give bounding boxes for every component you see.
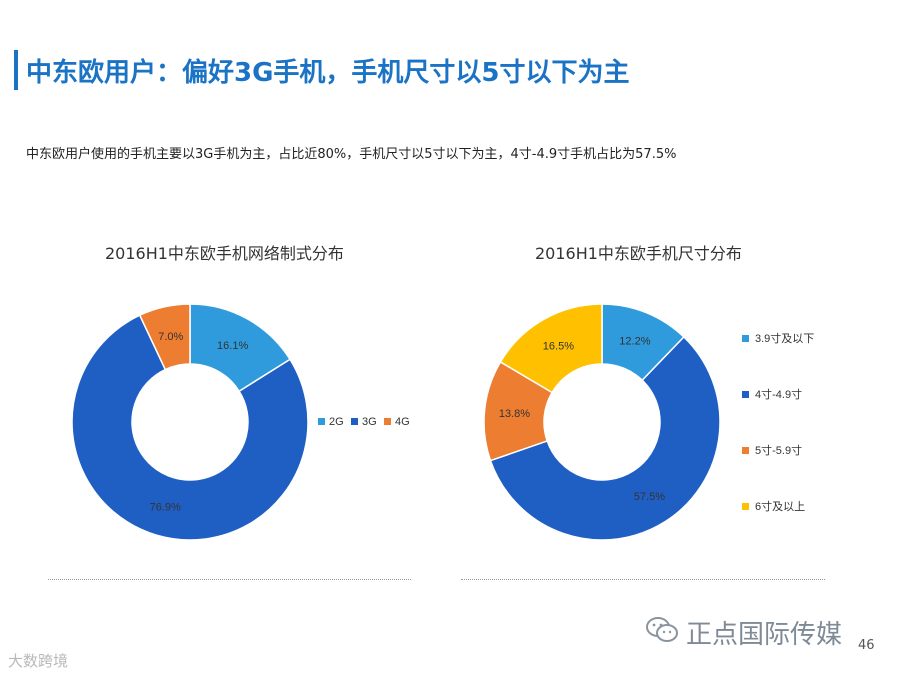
page-title: 中东欧用户：偏好3G手机，手机尺寸以5寸以下为主 (26, 58, 630, 88)
legend-label-1: 4寸-4.9寸 (755, 387, 802, 401)
donut-slice-4g (138, 303, 191, 371)
chart-divider-right (461, 579, 825, 580)
slice-label-5-5-9: 13.8% (499, 408, 530, 420)
legend-label-4g: 4G (395, 416, 410, 428)
donut-slice-3g (71, 314, 309, 541)
legend-swatch-3 (742, 503, 749, 510)
legend-label-2: 5寸-5.9寸 (755, 443, 802, 457)
size-chart-title: 2016H1中东欧手机尺寸分布 (535, 244, 742, 263)
legend-label-3g: 3G (362, 416, 377, 428)
watermark-text: 正点国际传媒 (686, 620, 843, 650)
donut-slice-6 (499, 303, 603, 394)
summary-text: 中东欧用户使用的手机主要以3G手机为主，占比近80%，手机尺寸以5寸以下为主，4… (26, 147, 677, 162)
legend-swatch-2 (742, 447, 749, 454)
slice-label-3g: 76.9% (150, 501, 181, 513)
network-chart-title: 2016H1中东欧手机网络制式分布 (105, 244, 344, 263)
slice-label-3-9: 12.2% (619, 335, 650, 347)
legend-swatch-1 (742, 391, 749, 398)
page-number: 46 (858, 638, 875, 653)
size-donut-chart: 12.2% 57.5% 13.8% 16.5% 3.9寸及以下 4寸-4.9寸 5寸-5.9… (483, 303, 814, 541)
legend-swatch-0 (742, 335, 749, 342)
legend-label-0: 3.9寸及以下 (755, 331, 814, 345)
legend-swatch-4g (384, 418, 391, 425)
legend-swatch-2g (318, 418, 325, 425)
slice-label-4g: 7.0% (158, 331, 183, 343)
slice-label-6: 16.5% (543, 341, 574, 353)
slice-label-4-4-9: 57.5% (634, 491, 665, 503)
wechat-icon (646, 617, 678, 642)
slice-label-2g: 16.1% (217, 340, 248, 352)
title-accent-bar (14, 50, 18, 90)
legend-label-3: 6寸及以上 (755, 499, 805, 513)
network-donut-chart: 16.1% 76.9% 7.0% 2G 3G 4G (71, 303, 410, 541)
legend-swatch-3g (351, 418, 358, 425)
legend-label-2g: 2G (329, 416, 344, 428)
watermark-small-text: 大数跨境 (8, 652, 69, 670)
donut-slice-4-4-9 (489, 335, 721, 541)
chart-divider-left (48, 579, 411, 580)
